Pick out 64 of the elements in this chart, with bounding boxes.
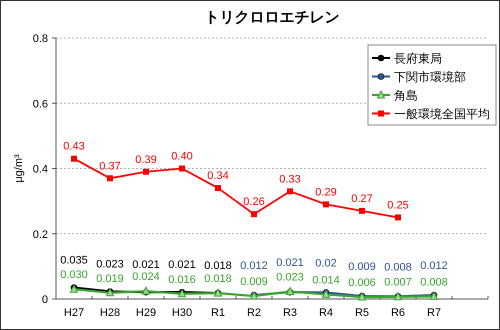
x-tick-label: R5 bbox=[354, 307, 370, 319]
data-label: 0.021 bbox=[168, 259, 196, 272]
x-tick-label: R7 bbox=[426, 307, 442, 319]
x-tick-label: R2 bbox=[246, 307, 262, 319]
data-label: 0.008 bbox=[420, 276, 448, 288]
data-label: 0.019 bbox=[96, 272, 124, 285]
x-tick-label: R3 bbox=[282, 307, 298, 319]
point bbox=[359, 208, 365, 214]
legend-label: 一般環境全国平均 bbox=[394, 107, 490, 121]
data-label: 0.009 bbox=[240, 276, 268, 288]
data-label: 0.27 bbox=[351, 192, 373, 205]
legend-label: 長府東局 bbox=[394, 52, 442, 66]
data-label: 0.007 bbox=[384, 276, 412, 289]
legend-label: 下関市環境部 bbox=[394, 70, 466, 84]
data-label: 0.29 bbox=[315, 186, 337, 198]
x-tick-label: R6 bbox=[390, 307, 406, 319]
y-tick-label: 0.8 bbox=[32, 33, 48, 45]
point bbox=[251, 211, 257, 218]
x-tick-label: H29 bbox=[136, 307, 156, 319]
data-label: 0.25 bbox=[387, 199, 409, 212]
y-tick-label: 0.4 bbox=[32, 164, 48, 176]
data-label: 0.035 bbox=[60, 254, 88, 267]
data-label: 0.34 bbox=[207, 170, 229, 182]
data-label: 0.009 bbox=[348, 261, 376, 274]
data-label: 0.021 bbox=[132, 259, 160, 272]
y-tick-label: 0 bbox=[42, 294, 48, 306]
data-label: 0.023 bbox=[276, 271, 304, 284]
data-label: 0.40 bbox=[171, 150, 193, 162]
point bbox=[215, 185, 221, 192]
y-tick-label: 0.2 bbox=[32, 228, 48, 241]
data-label: 0.006 bbox=[348, 277, 376, 290]
point bbox=[179, 166, 185, 172]
data-label: 0.014 bbox=[312, 274, 340, 286]
data-label: 0.024 bbox=[132, 271, 160, 284]
point bbox=[287, 188, 293, 194]
x-tick-label: R4 bbox=[318, 307, 334, 319]
data-label: 0.008 bbox=[384, 261, 412, 274]
y-axis-title: μg/m³ bbox=[13, 154, 25, 183]
data-label: 0.016 bbox=[168, 274, 196, 286]
data-label: 0.018 bbox=[204, 260, 232, 272]
chart-title: トリクロロエチレン bbox=[204, 9, 340, 26]
data-label: 0.39 bbox=[135, 154, 157, 166]
data-label: 0.012 bbox=[240, 260, 268, 272]
y-tick-label: 0.6 bbox=[32, 98, 48, 110]
data-label: 0.018 bbox=[204, 273, 232, 286]
point bbox=[143, 168, 149, 175]
x-tick-label: H28 bbox=[100, 307, 120, 319]
data-label: 0.012 bbox=[420, 260, 448, 272]
x-tick-label: H30 bbox=[172, 307, 192, 319]
point bbox=[107, 175, 113, 182]
x-tick-label: H27 bbox=[64, 307, 84, 319]
data-label: 0.023 bbox=[96, 258, 124, 270]
data-label: 0.021 bbox=[276, 257, 304, 270]
data-label: 0.030 bbox=[60, 269, 88, 282]
x-tick-label: R1 bbox=[210, 307, 226, 319]
data-label: 0.02 bbox=[315, 257, 337, 270]
legend-label: 角島 bbox=[394, 88, 418, 102]
data-label: 0.26 bbox=[243, 196, 265, 208]
data-label: 0.33 bbox=[279, 173, 301, 186]
point bbox=[71, 156, 77, 162]
data-label: 0.37 bbox=[99, 160, 121, 172]
point bbox=[323, 201, 329, 208]
data-label: 0.43 bbox=[63, 140, 85, 153]
point bbox=[395, 214, 401, 220]
